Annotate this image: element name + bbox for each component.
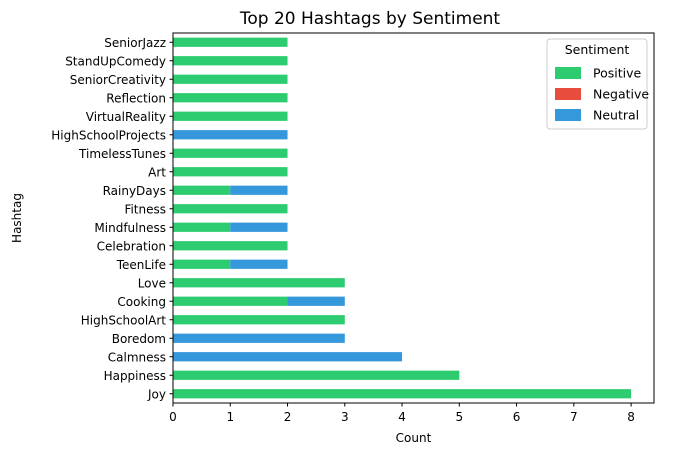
bar-joy-positive bbox=[173, 389, 632, 399]
y-tick-label: Celebration bbox=[97, 239, 166, 253]
x-tick-label: 0 bbox=[169, 410, 177, 424]
y-tick-label: Calmness bbox=[108, 350, 166, 364]
x-tick-label: 3 bbox=[341, 410, 349, 424]
bar-senior-jazz-positive bbox=[173, 37, 288, 47]
y-tick-label: Love bbox=[138, 276, 166, 290]
bar-timeless-tunes-positive bbox=[173, 148, 288, 158]
bar-teen-life-positive bbox=[173, 259, 231, 269]
x-tick-label: 6 bbox=[513, 410, 521, 424]
y-tick-label: HighSchoolProjects bbox=[51, 128, 166, 142]
bar-high-school-art-positive bbox=[173, 315, 345, 325]
bar-virtual-reality-positive bbox=[173, 111, 288, 121]
legend-title: Sentiment bbox=[565, 42, 630, 57]
y-axis-title: Hashtag bbox=[10, 193, 24, 243]
legend-label-neutral: Neutral bbox=[593, 108, 639, 123]
y-tick-label: TeenLife bbox=[116, 258, 166, 272]
y-tick-label: StandUpComedy bbox=[65, 54, 166, 68]
y-axis-ticks: Joy Happiness Calmness Boredom HighSchoolArt… bbox=[51, 36, 173, 401]
bar-celebration-positive bbox=[173, 241, 288, 251]
bar-art-positive bbox=[173, 167, 288, 177]
y-tick-label: Fitness bbox=[124, 202, 166, 216]
y-tick-label: Reflection bbox=[106, 91, 166, 105]
y-tick-label: Happiness bbox=[104, 369, 166, 383]
y-tick-label: TimelessTunes bbox=[78, 147, 166, 161]
legend-label-positive: Positive bbox=[593, 66, 641, 81]
x-tick-label: 7 bbox=[570, 410, 578, 424]
bar-happiness-positive bbox=[173, 370, 460, 380]
x-tick-label: 2 bbox=[284, 410, 292, 424]
x-axis-title: Count bbox=[396, 431, 432, 445]
bar-fitness-positive bbox=[173, 204, 288, 214]
bar-mindfulness-neutral bbox=[230, 222, 288, 232]
bar-love-positive bbox=[173, 278, 345, 288]
bar-boredom-neutral bbox=[173, 333, 345, 343]
legend: Sentiment Positive Negative Neutral bbox=[546, 38, 649, 130]
legend-items: Positive Negative Neutral bbox=[555, 66, 649, 123]
chart-title: Top 20 Hashtags by Sentiment bbox=[239, 9, 501, 29]
x-axis-ticks: 0 1 2 3 4 5 6 7 8 bbox=[169, 403, 635, 424]
bar-cooking-neutral bbox=[287, 296, 345, 306]
y-tick-label: VirtualReality bbox=[86, 110, 166, 124]
plot-frame bbox=[172, 32, 655, 404]
x-tick-label: 8 bbox=[627, 410, 635, 424]
bar-high-school-projects-neutral bbox=[173, 130, 288, 140]
bars-group bbox=[173, 37, 632, 399]
x-tick-label: 4 bbox=[398, 410, 406, 424]
bar-rainy-days-neutral bbox=[230, 185, 288, 195]
legend-swatch-negative bbox=[555, 88, 581, 100]
y-tick-label: SeniorJazz bbox=[104, 36, 166, 50]
y-tick-label: RainyDays bbox=[103, 184, 166, 198]
legend-swatch-neutral bbox=[555, 109, 581, 121]
y-tick-label: SeniorCreativity bbox=[70, 73, 166, 87]
bar-senior-creativity-positive bbox=[173, 74, 288, 84]
y-tick-label: Art bbox=[148, 165, 166, 179]
bar-reflection-positive bbox=[173, 93, 288, 103]
bar-stand-up-comedy-positive bbox=[173, 56, 288, 66]
bar-mindfulness-positive bbox=[173, 222, 231, 232]
y-tick-label: HighSchoolArt bbox=[81, 313, 167, 327]
bar-calmness-neutral bbox=[173, 352, 403, 362]
y-tick-label: Mindfulness bbox=[94, 221, 166, 235]
x-tick-label: 5 bbox=[455, 410, 463, 424]
y-tick-label: Joy bbox=[147, 387, 166, 401]
legend-frame bbox=[546, 38, 648, 130]
x-tick-label: 1 bbox=[226, 410, 234, 424]
legend-swatch-positive bbox=[555, 67, 581, 79]
bar-teen-life-neutral bbox=[230, 259, 288, 269]
bar-rainy-days-positive bbox=[173, 185, 231, 195]
legend-label-negative: Negative bbox=[593, 87, 649, 102]
y-tick-label: Cooking bbox=[117, 295, 166, 309]
y-tick-label: Boredom bbox=[112, 332, 166, 346]
bar-cooking-positive bbox=[173, 296, 288, 306]
